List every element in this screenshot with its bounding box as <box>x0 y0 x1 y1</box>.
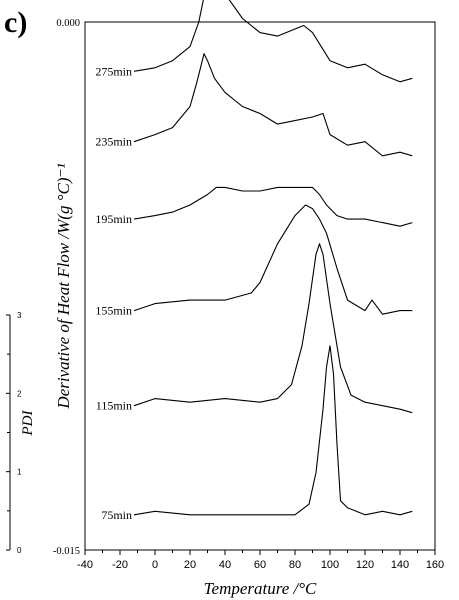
x-tick-label: -20 <box>112 559 128 571</box>
pdi-tick-label: 3 <box>17 311 22 320</box>
series-label: 275min <box>95 64 132 78</box>
series-line <box>133 53 413 157</box>
x-tick-label: 140 <box>391 559 409 571</box>
x-tick-label: 120 <box>356 559 374 571</box>
series-label: 195min <box>95 212 132 226</box>
series-line <box>133 204 413 315</box>
series-label: 75min <box>101 508 132 522</box>
y-axis-label: Derivative of Heat Flow /W(g °C)⁻¹ <box>54 163 73 409</box>
pdi-tick-label: 2 <box>17 389 22 398</box>
series-label: 155min <box>95 304 132 318</box>
pdi-axis-ticks: 0 1 2 3 <box>6 311 22 555</box>
series-line <box>133 243 413 414</box>
pdi-axis-label: PDI <box>20 410 36 437</box>
panel-label: c) <box>4 6 27 39</box>
x-tick-label: 60 <box>254 559 266 571</box>
x-tick-label: 0 <box>152 559 158 571</box>
x-tick-label: 40 <box>219 559 231 571</box>
plot-frame <box>84 21 436 551</box>
x-tick-label: 80 <box>289 559 301 571</box>
series-label: 115min <box>96 399 132 413</box>
x-tick-label: 100 <box>321 559 339 571</box>
pdi-tick-label: 1 <box>17 468 22 477</box>
series-line <box>133 186 413 227</box>
series-line <box>133 0 413 83</box>
x-axis-label: Temperature /°C <box>204 579 317 598</box>
y-tick-label-top: 0.000 <box>56 18 80 29</box>
series-layer: 75min115min155min195min235min275min315mi… <box>95 0 413 522</box>
x-tick-label: 160 <box>426 559 444 571</box>
x-tick-label: 20 <box>184 559 196 571</box>
x-tick-label: -40 <box>77 559 93 571</box>
y-tick-label-bottom: -0.015 <box>53 546 80 557</box>
series-line <box>133 345 413 516</box>
x-axis: -40 -20 0 20 40 60 80 100 120 140 160 <box>77 550 444 571</box>
series-label: 235min <box>95 135 132 149</box>
pdi-tick-label: 0 <box>17 546 22 555</box>
